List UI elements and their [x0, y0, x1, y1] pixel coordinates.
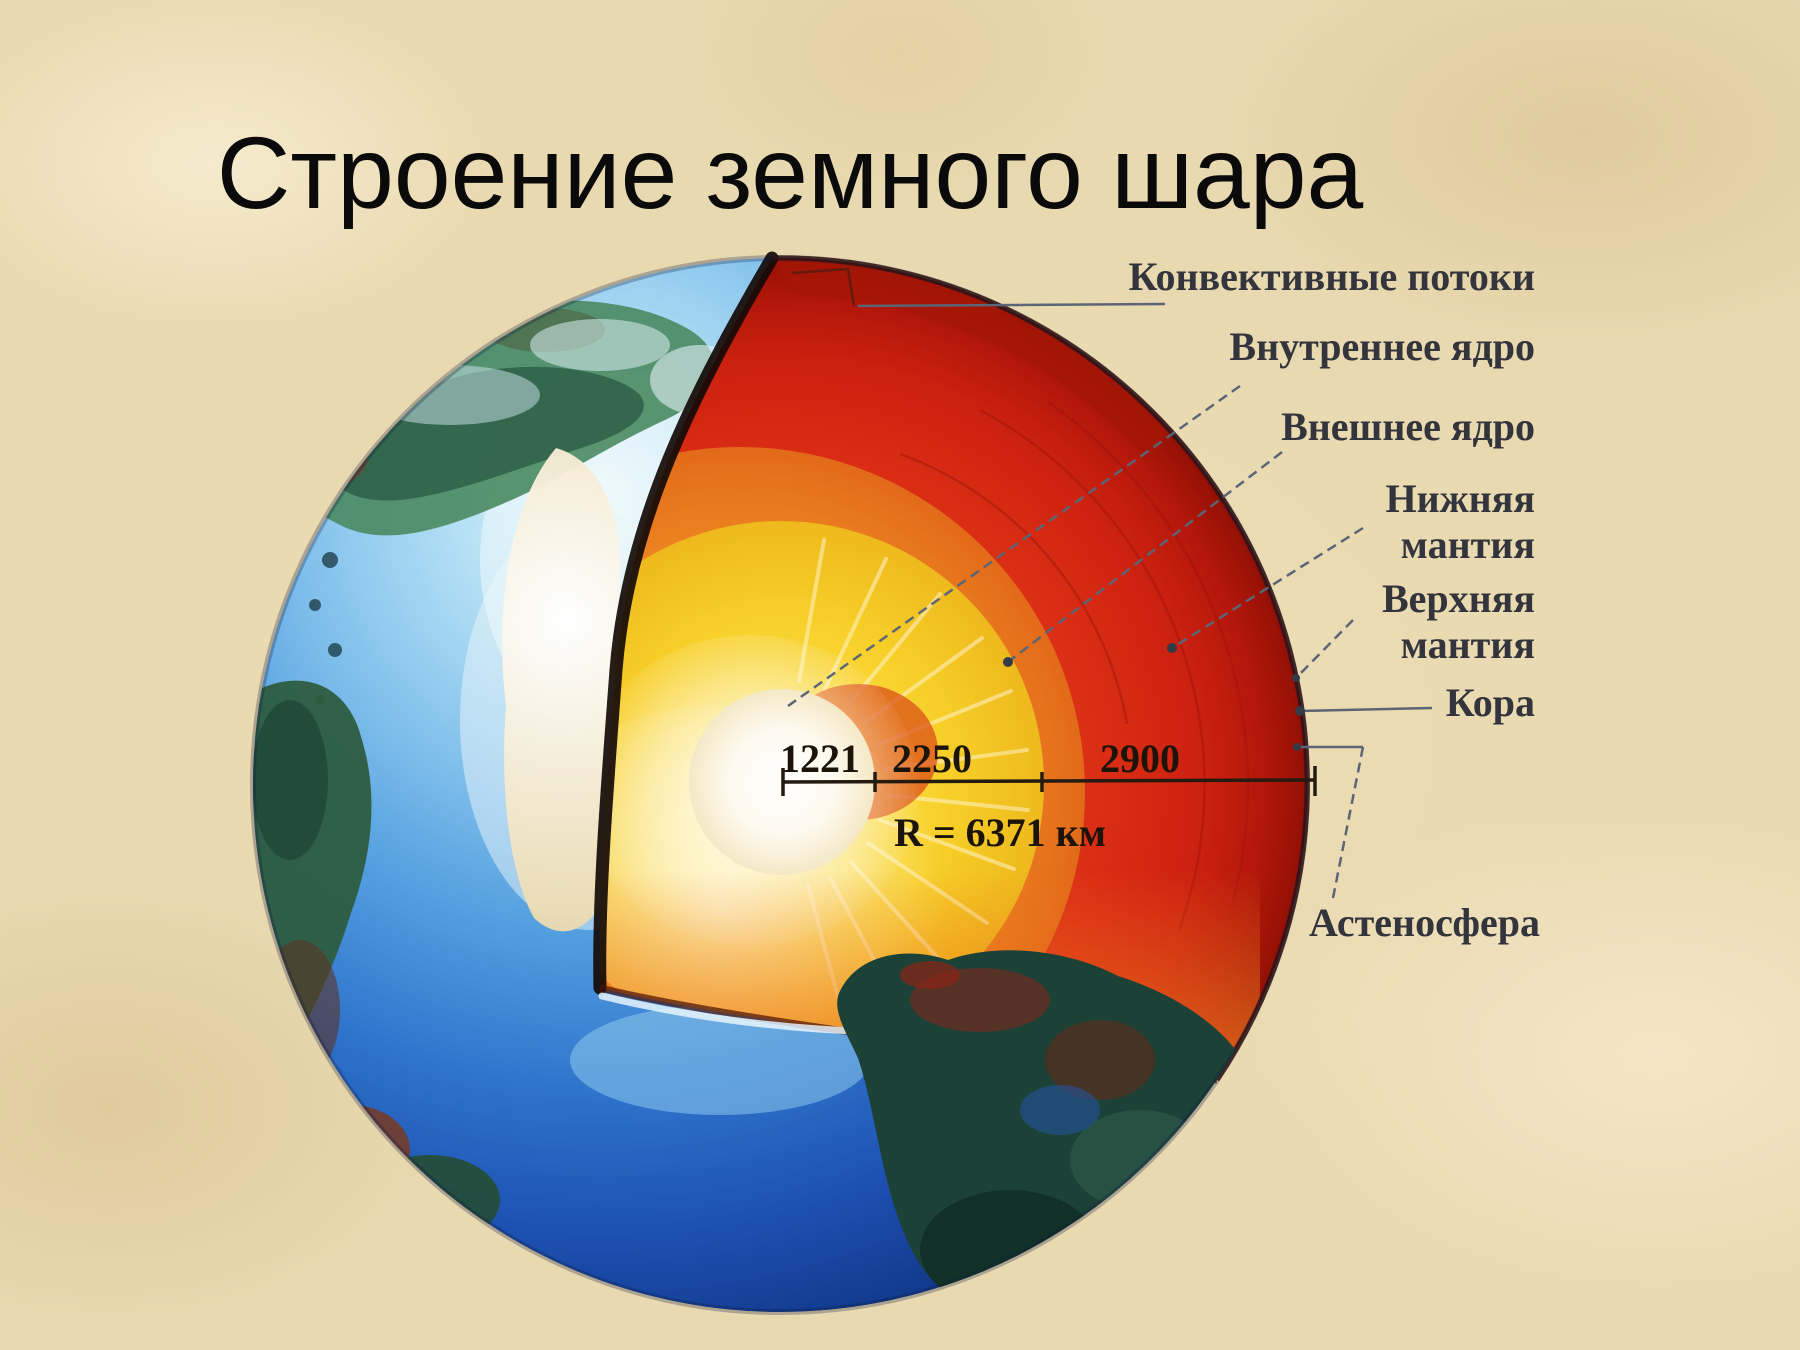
layer-labels: Конвективные потоки Внутреннее ядро Внеш… — [1128, 254, 1540, 945]
leader-outer-core — [1007, 451, 1283, 663]
top-cut-face — [772, 257, 1172, 458]
label-lower-mantle-line2: мантия — [1401, 522, 1535, 567]
globe-illustration — [250, 251, 1310, 1315]
leader-inner-core — [787, 384, 1241, 708]
label-asthenosphere: Астеносфера — [1309, 900, 1540, 945]
leader-lines — [787, 302, 1433, 899]
leader-upper-mantle — [1295, 619, 1354, 679]
radius-dimension: 1221 2250 2900 R = 6371 км — [780, 736, 1317, 855]
dim-mantle: 2900 — [1100, 736, 1180, 781]
leader-crust — [1299, 706, 1433, 713]
label-upper-mantle-line2: мантия — [1401, 622, 1535, 667]
label-convective-flows: Конвективные потоки — [1128, 254, 1535, 299]
cloud-patch — [502, 448, 631, 932]
leader-lower-mantle — [1171, 526, 1364, 650]
dim-inner-core: 1221 — [780, 736, 860, 781]
leader-asthenosphere — [1331, 746, 1365, 899]
page-title: Строение земного шара — [217, 116, 1364, 230]
dim-outer-core: 2250 — [892, 736, 972, 781]
label-lower-mantle-line1: Нижняя — [1386, 476, 1536, 521]
label-outer-core: Внешнее ядро — [1281, 404, 1535, 449]
label-crust: Кора — [1446, 680, 1535, 725]
label-upper-mantle-line1: Верхняя — [1382, 576, 1535, 621]
label-inner-core: Внутреннее ядро — [1229, 324, 1535, 369]
dim-earth-radius: R = 6371 км — [894, 810, 1106, 855]
leader-convective-flows — [857, 302, 1166, 308]
